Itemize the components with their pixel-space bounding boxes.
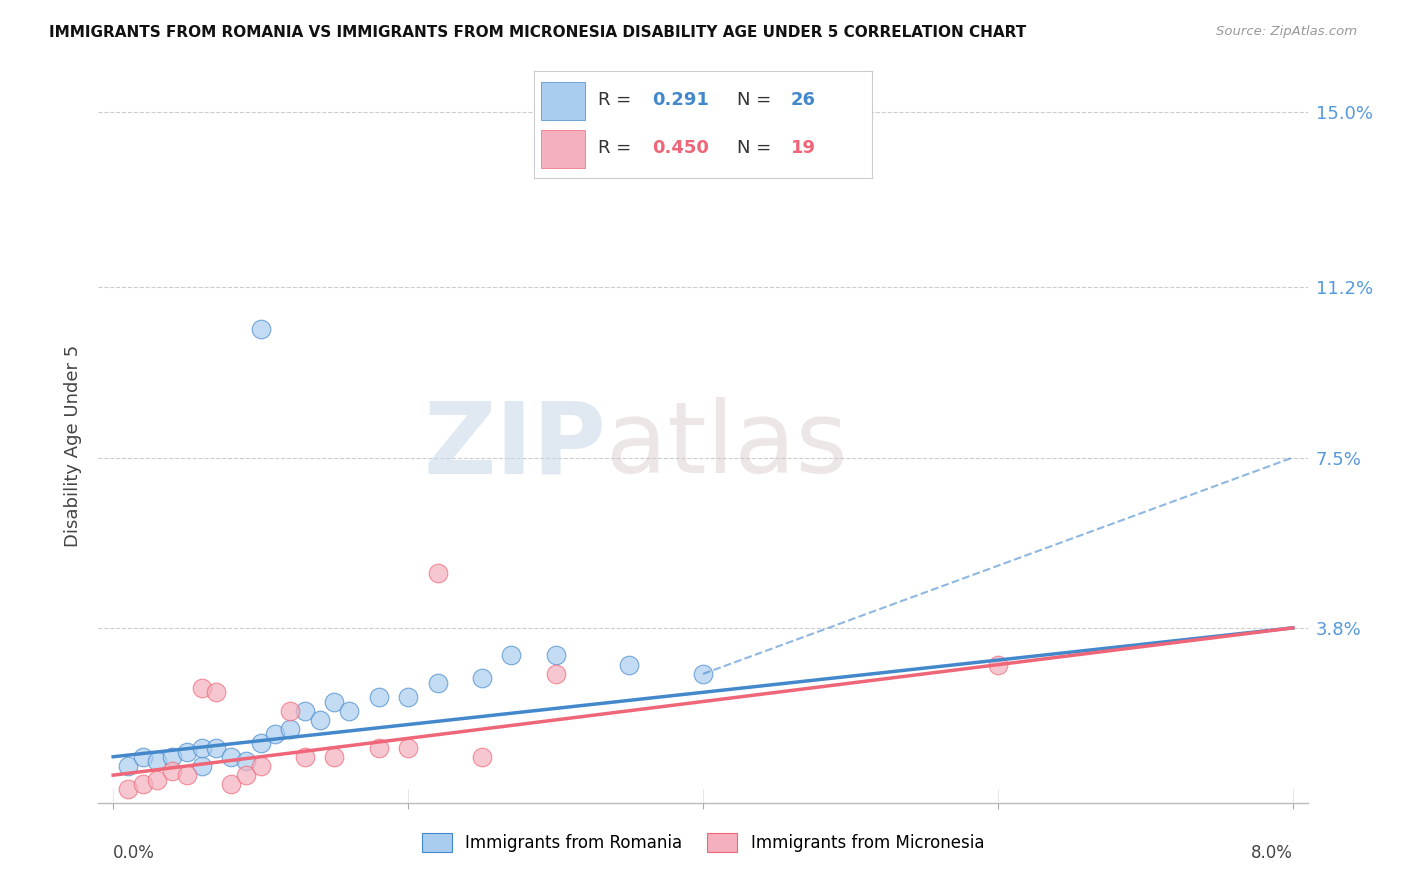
Text: ZIP: ZIP (423, 398, 606, 494)
Point (396, 690, 419, 704)
Point (219, 749, 242, 764)
Point (544, 648, 567, 663)
Point (294, 749, 316, 764)
Point (235, 768, 257, 782)
Point (117, 759, 139, 773)
Text: Source: ZipAtlas.com: Source: ZipAtlas.com (1216, 25, 1357, 38)
Point (471, 672, 494, 686)
Point (249, 321, 271, 335)
Point (249, 736, 271, 750)
Point (190, 740, 212, 755)
Bar (541, 82, 585, 120)
Point (131, 777, 153, 791)
Point (471, 749, 494, 764)
Point (176, 768, 198, 782)
Text: 19: 19 (790, 139, 815, 157)
Point (367, 690, 389, 704)
Point (146, 772, 169, 787)
Point (294, 704, 316, 718)
Point (249, 759, 271, 773)
Point (396, 740, 419, 755)
Point (987, 657, 1010, 672)
Text: 0.0%: 0.0% (112, 844, 155, 863)
Text: 0.291: 0.291 (652, 91, 709, 109)
Point (426, 566, 449, 580)
Point (160, 764, 183, 778)
Point (426, 676, 449, 690)
Point (117, 782, 139, 797)
Point (264, 727, 287, 741)
Text: 26: 26 (790, 91, 815, 109)
Bar (541, 130, 585, 168)
Point (160, 749, 183, 764)
Point (337, 704, 360, 718)
Text: 8.0%: 8.0% (1251, 844, 1294, 863)
Point (190, 681, 212, 695)
Text: R =: R = (599, 139, 637, 157)
Point (146, 755, 169, 769)
Point (692, 666, 714, 681)
Point (619, 657, 641, 672)
Point (544, 666, 567, 681)
Point (219, 777, 242, 791)
Point (235, 755, 257, 769)
Legend: Immigrants from Romania, Immigrants from Micronesia: Immigrants from Romania, Immigrants from… (415, 826, 991, 859)
Point (501, 648, 523, 663)
Text: atlas: atlas (606, 398, 848, 494)
Point (205, 740, 228, 755)
Y-axis label: Disability Age Under 5: Disability Age Under 5 (65, 345, 83, 547)
Text: N =: N = (737, 91, 776, 109)
Text: IMMIGRANTS FROM ROMANIA VS IMMIGRANTS FROM MICRONESIA DISABILITY AGE UNDER 5 COR: IMMIGRANTS FROM ROMANIA VS IMMIGRANTS FR… (49, 25, 1026, 40)
Point (323, 694, 346, 708)
Point (278, 722, 301, 736)
Point (190, 759, 212, 773)
Point (205, 685, 228, 699)
Point (323, 749, 346, 764)
Point (278, 704, 301, 718)
Text: 0.450: 0.450 (652, 139, 709, 157)
Text: N =: N = (737, 139, 776, 157)
Point (131, 749, 153, 764)
Text: R =: R = (599, 91, 637, 109)
Point (367, 740, 389, 755)
Point (176, 745, 198, 759)
Point (308, 713, 330, 727)
